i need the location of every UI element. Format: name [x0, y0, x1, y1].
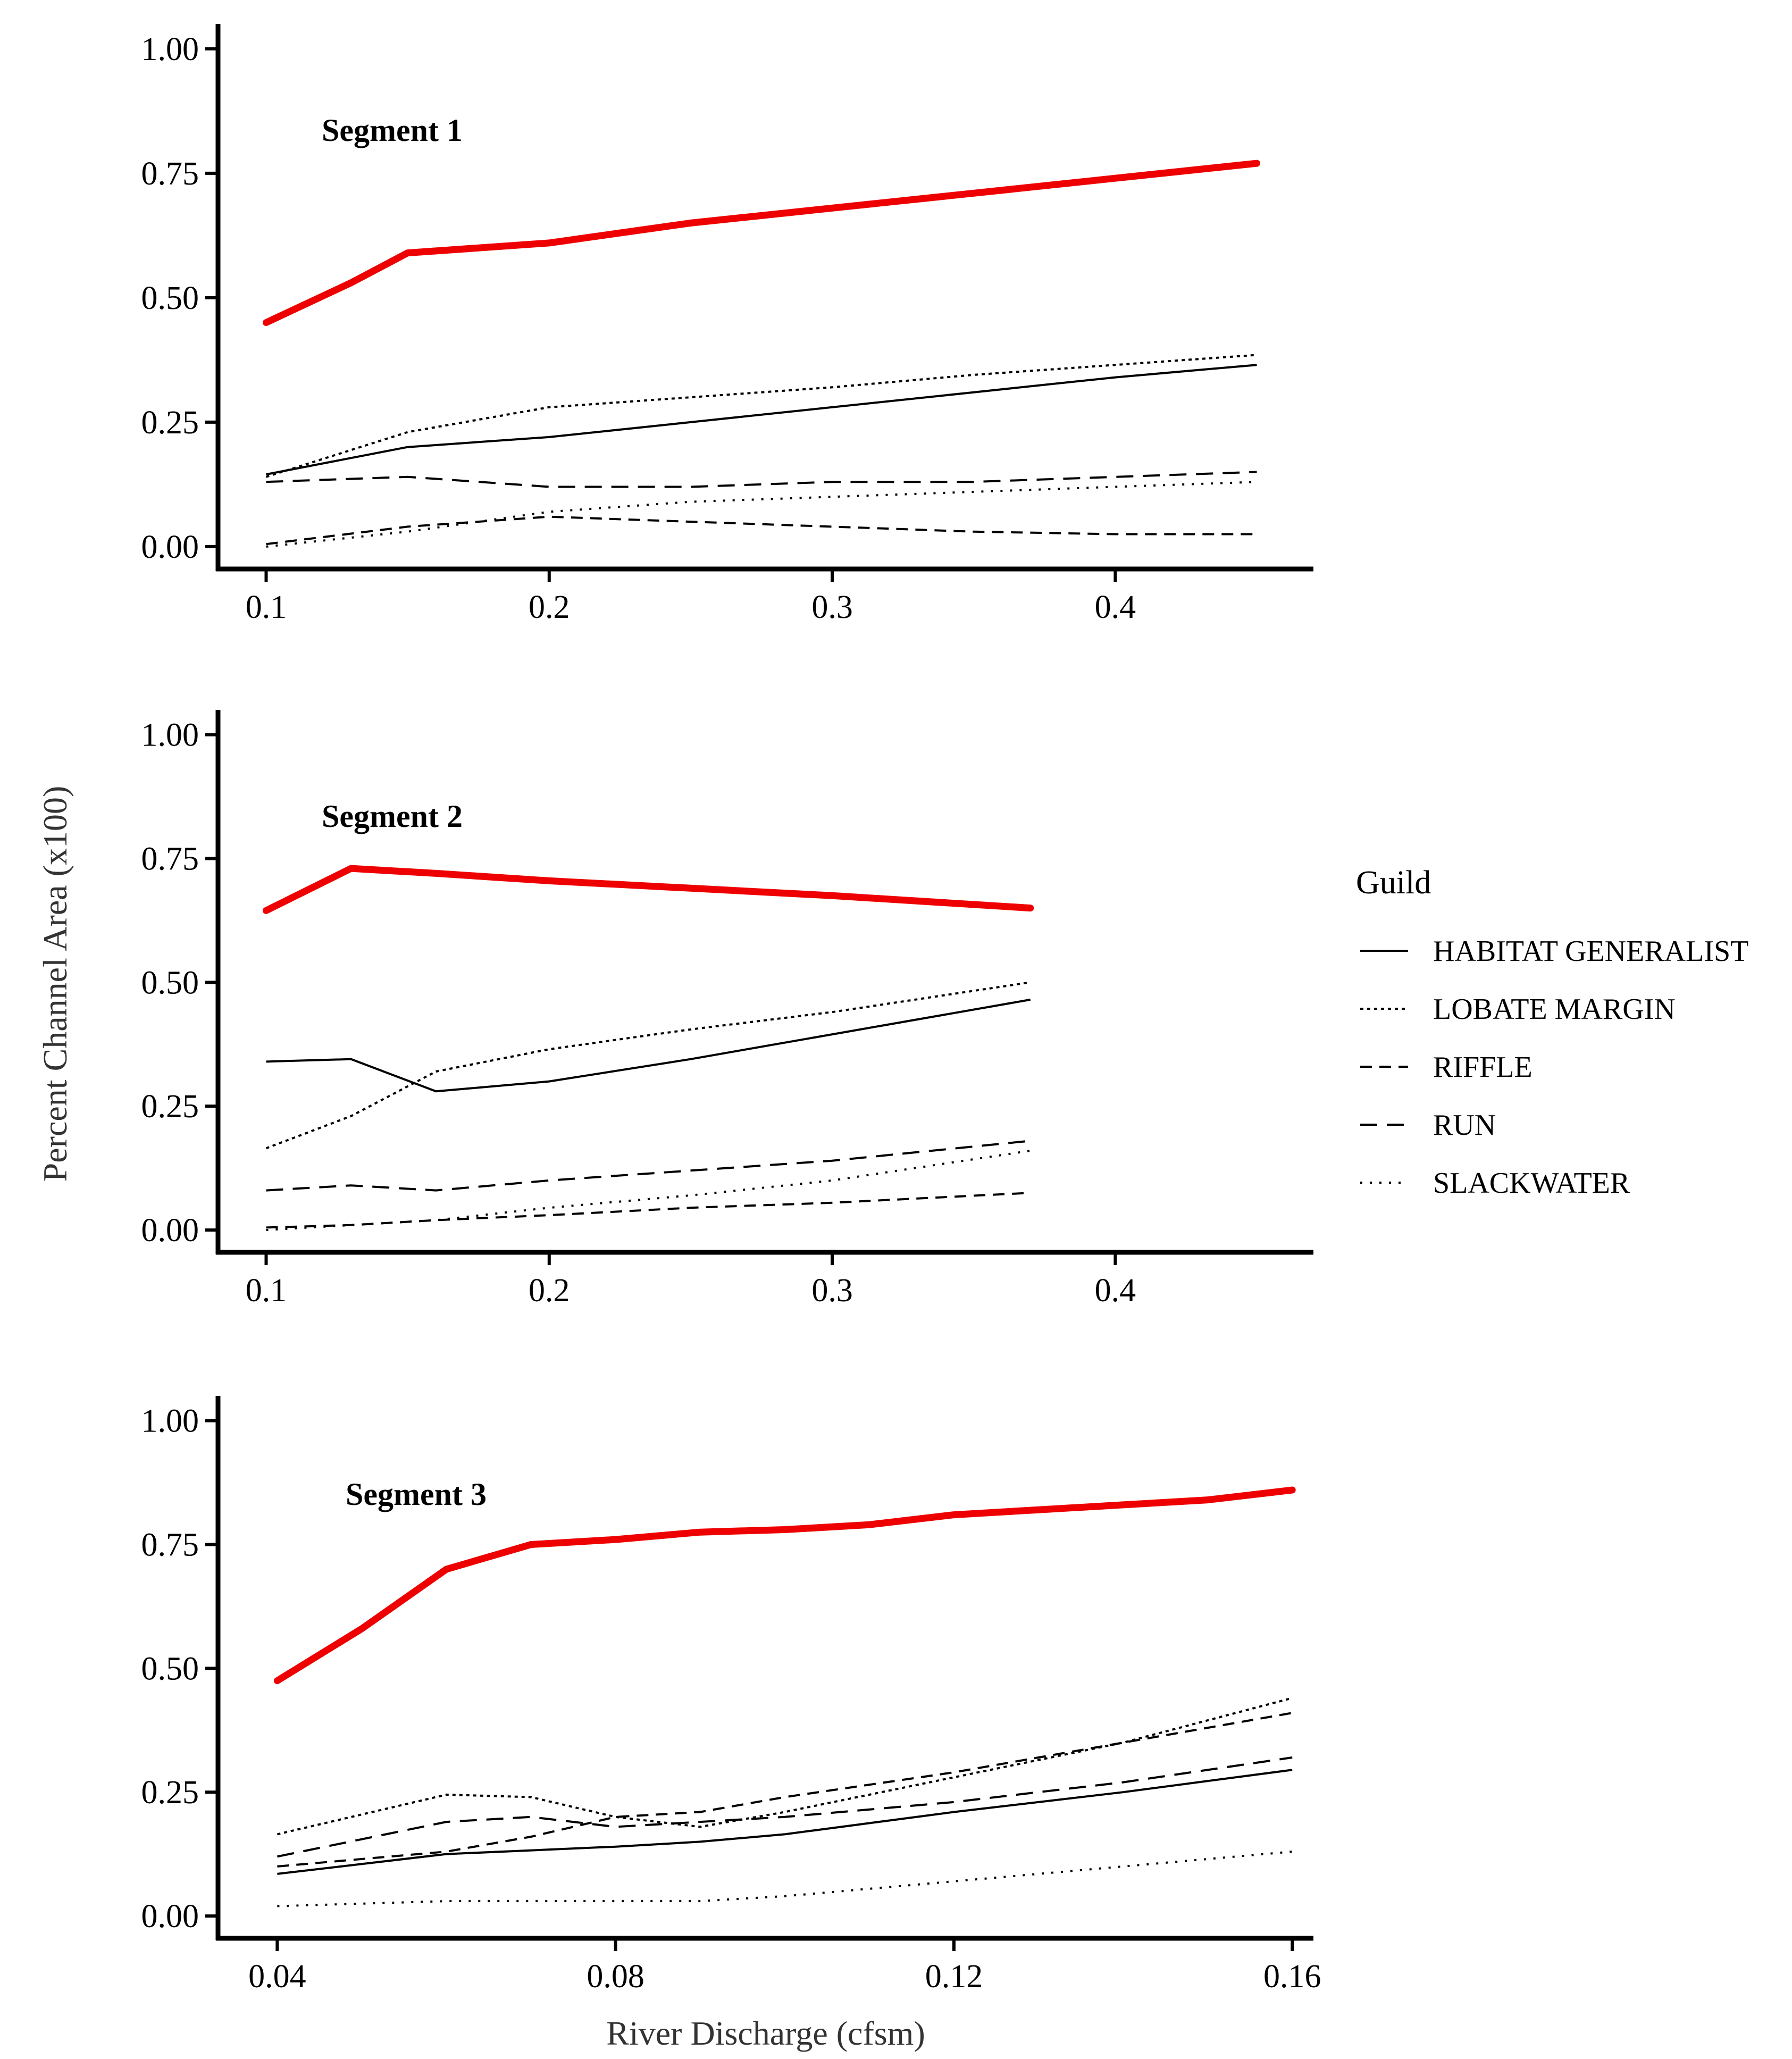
x-tick-label: 0.3: [811, 1273, 853, 1309]
series-line-total: [263, 160, 1260, 327]
y-tick-label: 0.00: [141, 1212, 199, 1249]
legend-item-lobate-margin: LOBATE MARGIN: [1360, 993, 1676, 1026]
series-line-riffle: [266, 515, 1257, 546]
x-tick-label: 0.4: [1095, 589, 1136, 625]
x-tick-label: 0.08: [587, 1958, 644, 1995]
series-line-habitat-generalist: [266, 364, 1257, 476]
y-tick-label: 0.25: [141, 1089, 199, 1125]
x-tick-label: 0.16: [1263, 1958, 1321, 1995]
x-tick-label: 0.2: [529, 589, 570, 625]
legend-label: RUN: [1433, 1109, 1496, 1142]
y-tick-label: 0.25: [141, 405, 199, 441]
panel-title: Segment 2: [322, 799, 463, 834]
series-line-slackwater: [266, 1150, 1031, 1232]
x-ticks: 0.04 0.08 0.12 0.16: [248, 1938, 1321, 1995]
series-line-riffle: [277, 1712, 1293, 1868]
y-tick-label: 0.75: [141, 156, 199, 192]
x-tick-label: 0.12: [925, 1958, 983, 1995]
series-line-riffle: [266, 1192, 1031, 1229]
x-tick-label: 0.4: [1095, 1273, 1136, 1309]
legend-item-riffle: RIFFLE: [1360, 1051, 1533, 1084]
y-tick-label: 0.00: [141, 1898, 199, 1935]
legend-label: RIFFLE: [1433, 1051, 1533, 1084]
series-line-lobate-margin: [265, 354, 1257, 478]
series-line-run: [266, 1140, 1031, 1192]
y-tick-label: 0.75: [141, 841, 199, 877]
legend-label: HABITAT GENERALIST: [1433, 935, 1748, 968]
panel-segment-2: Segment 2 0.00 0.25 0.50 0.75 1.00 0.1 0.2 0.3…: [141, 710, 1313, 1309]
x-ticks: 0.1 0.2 0.3 0.4: [246, 1252, 1136, 1309]
y-ticks: 0.00 0.25 0.50 0.75 1.00: [141, 1403, 218, 1935]
legend-label: SLACKWATER: [1433, 1167, 1630, 1200]
series-line-total: [263, 865, 1034, 914]
series-line-habitat-generalist: [277, 1769, 1293, 1875]
y-tick-label: 1.00: [141, 717, 199, 754]
y-axis-title: Percent Channel Area (x100): [36, 786, 74, 1182]
y-tick-label: 0.75: [141, 1527, 199, 1563]
series-line-lobate-margin: [265, 981, 1031, 1150]
panel-segment-1: Segment 1 0.00 0.25 0.50 0.75 1.00 0.1 0.2 0.3…: [141, 24, 1313, 625]
axes: [215, 24, 1313, 572]
legend-item-run: RUN: [1360, 1109, 1496, 1142]
series-line-run: [266, 471, 1257, 488]
y-tick-label: 1.00: [141, 31, 199, 68]
x-axis-title: River Discharge (cfsm): [606, 2014, 925, 2052]
y-tick-label: 0.50: [141, 965, 199, 1001]
legend-item-habitat-generalist: HABITAT GENERALIST: [1360, 935, 1748, 968]
x-ticks: 0.1 0.2 0.3 0.4: [246, 569, 1136, 625]
panel-title: Segment 3: [346, 1477, 487, 1512]
y-tick-label: 0.50: [141, 280, 199, 316]
series-layer: [263, 865, 1034, 1232]
series-layer: [263, 160, 1260, 548]
y-ticks: 0.00 0.25 0.50 0.75 1.00: [141, 717, 218, 1249]
series-line-run: [277, 1756, 1293, 1858]
y-tick-label: 0.25: [141, 1775, 199, 1811]
y-ticks: 0.00 0.25 0.50 0.75 1.00: [141, 31, 218, 565]
series-line-lobate-margin: [277, 1697, 1293, 1836]
series-layer: [273, 1486, 1296, 1907]
legend-items: HABITAT GENERALIST LOBATE MARGIN RIFFLE RUN…: [1360, 935, 1748, 1200]
legend-title: Guild: [1356, 865, 1431, 901]
axes: [215, 710, 1313, 1255]
series-line-slackwater: [277, 1851, 1293, 1907]
legend-label: LOBATE MARGIN: [1433, 993, 1676, 1026]
panel-title: Segment 1: [322, 113, 463, 148]
series-line-slackwater: [266, 481, 1257, 548]
panel-segment-3: Segment 3 0.000.250.500.751.00 0.04 0.08 0…: [141, 1396, 1321, 1995]
y-tick-label: 0.00: [141, 529, 199, 565]
x-tick-label: 0.04: [248, 1958, 306, 1995]
y-tick-label: 0.50: [141, 1651, 199, 1687]
series-line-habitat-generalist: [266, 998, 1031, 1093]
series-line-total: [273, 1486, 1296, 1685]
legend: Guild HABITAT GENERALIST LOBATE MARGIN RIF…: [1356, 865, 1748, 1200]
x-tick-label: 0.3: [811, 589, 853, 625]
legend-item-slackwater: SLACKWATER: [1360, 1167, 1630, 1200]
x-tick-label: 0.1: [246, 1273, 287, 1309]
x-tick-label: 0.1: [246, 589, 287, 625]
y-tick-label: 1.00: [141, 1403, 199, 1439]
x-tick-label: 0.2: [529, 1273, 570, 1309]
